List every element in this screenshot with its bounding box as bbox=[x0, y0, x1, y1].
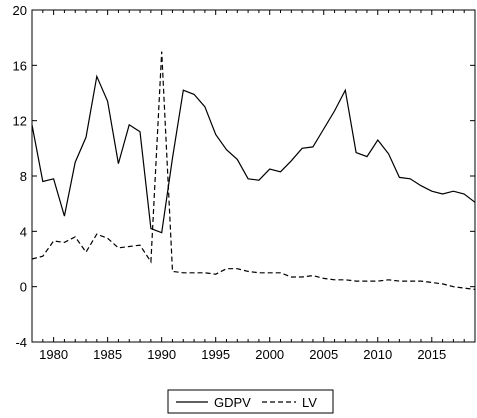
x-tick-label: 1980 bbox=[39, 347, 68, 362]
y-axis: -4 0 4 8 12 16 20 bbox=[13, 3, 475, 350]
y-tick-label: 12 bbox=[13, 114, 27, 129]
y-tick-label: 16 bbox=[13, 58, 27, 73]
x-tick-label: 2005 bbox=[309, 347, 338, 362]
y-tick-label: 20 bbox=[13, 3, 27, 18]
legend: GDPV LV bbox=[167, 389, 334, 414]
x-tick-label: 1985 bbox=[93, 347, 122, 362]
series-layer bbox=[31, 51, 476, 290]
x-tick-label: 1990 bbox=[147, 347, 176, 362]
y-tick-label: 8 bbox=[20, 169, 27, 184]
series-line-gdpv bbox=[31, 74, 476, 234]
x-tick-label: 2015 bbox=[417, 347, 446, 362]
legend-label-lv: LV bbox=[302, 395, 317, 410]
x-tick-label: 2010 bbox=[363, 347, 392, 362]
x-tick-label: 1995 bbox=[201, 347, 230, 362]
y-tick-label: 0 bbox=[20, 280, 27, 295]
y-tick-label: 4 bbox=[20, 224, 27, 239]
x-tick-label: 2000 bbox=[255, 347, 284, 362]
x-axis: 1980 1985 1990 1995 2000 2005 2010 2015 bbox=[31, 10, 476, 362]
series-line-lv bbox=[31, 51, 476, 290]
legend-box bbox=[167, 389, 334, 414]
legend-label-gdpv: GDPV bbox=[214, 395, 251, 410]
plot-frame bbox=[31, 9, 476, 343]
y-tick-label: -4 bbox=[15, 335, 27, 350]
